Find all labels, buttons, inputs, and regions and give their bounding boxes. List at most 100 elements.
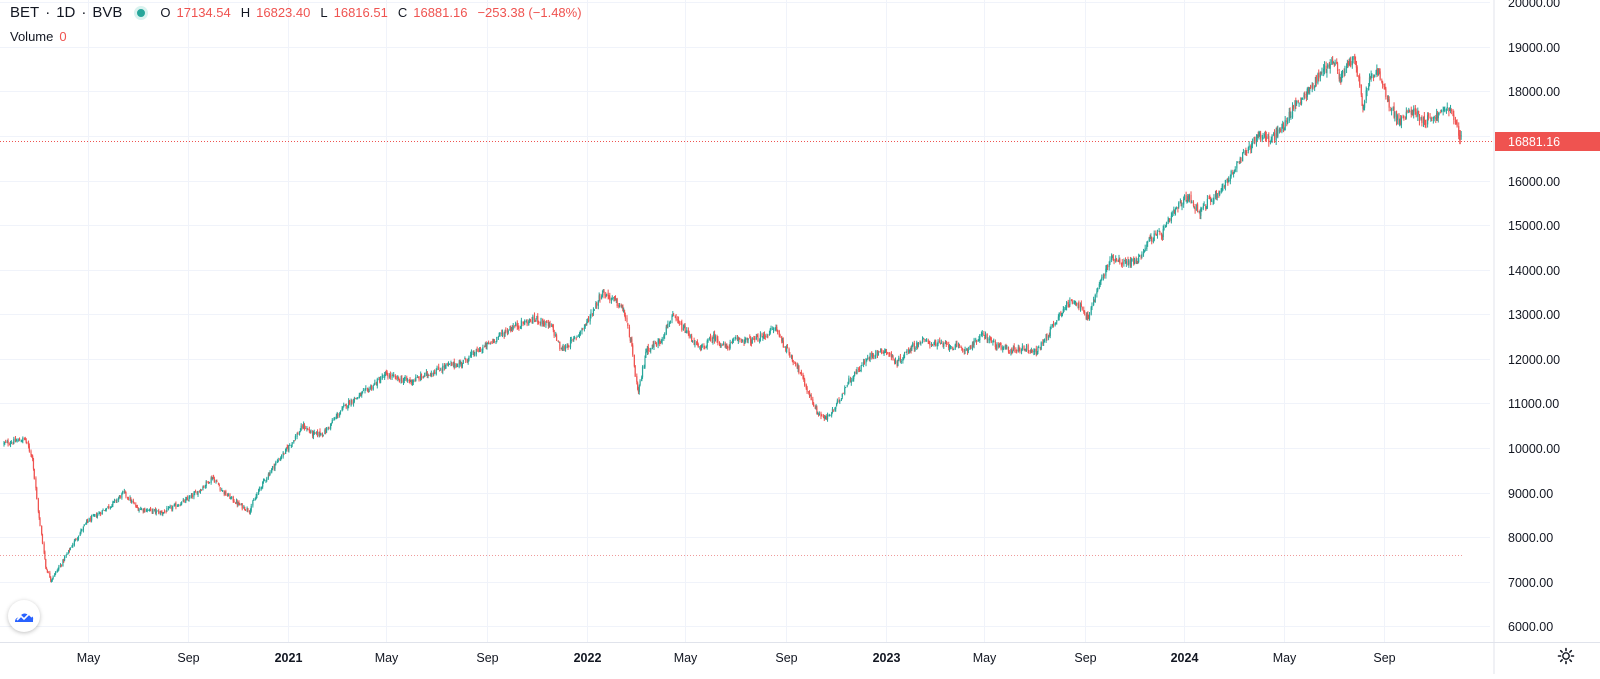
candle-body — [509, 328, 511, 331]
candle-body — [1233, 170, 1236, 173]
candle-body — [125, 491, 127, 497]
candle-body — [535, 318, 537, 320]
candle-body — [1033, 351, 1035, 353]
candle-body — [545, 321, 547, 326]
candle-body — [641, 377, 643, 382]
candle-body — [651, 344, 653, 349]
candle-body — [850, 380, 852, 383]
candle-body — [1165, 222, 1168, 226]
candle-body — [741, 339, 744, 341]
candle-body — [998, 343, 1000, 348]
open-label: O — [160, 5, 171, 20]
candle-body — [122, 491, 124, 494]
candle-body — [110, 506, 112, 508]
candle-body — [1075, 301, 1077, 303]
candle-body — [1128, 259, 1130, 265]
candle-body — [764, 336, 766, 337]
candle-body — [960, 346, 962, 348]
candle-body — [1396, 115, 1398, 121]
candle-body — [345, 403, 347, 408]
candle-body — [1334, 61, 1336, 66]
candle-body — [320, 432, 322, 436]
interval[interactable]: 1D — [56, 4, 76, 21]
candle-body — [1004, 346, 1006, 348]
candle-body — [551, 325, 553, 327]
candle-body — [720, 344, 722, 347]
candle-body — [488, 342, 490, 344]
symbol-name[interactable]: BET — [10, 4, 40, 21]
candle-body — [788, 348, 790, 354]
candle-body — [1449, 109, 1452, 111]
candle-body — [743, 340, 745, 344]
candle-body — [498, 332, 500, 336]
candle-body — [262, 481, 264, 487]
candle-body — [199, 490, 201, 492]
candle-body — [487, 343, 489, 345]
candle-body — [696, 341, 698, 345]
candle-body — [1320, 73, 1322, 75]
candle-body — [1371, 74, 1373, 77]
candle-body — [1326, 69, 1328, 73]
candle-body — [1101, 277, 1103, 280]
candle-body — [26, 441, 28, 443]
time-axis[interactable]: May Sep 2021 May Sep 2022 May Sep 2023 May Sep 2024… — [77, 651, 1396, 665]
candle-body — [247, 508, 249, 512]
candle-body — [778, 331, 780, 336]
candle-body — [479, 348, 481, 352]
candle-body — [1156, 234, 1158, 236]
candle-body — [902, 358, 904, 361]
time-tick-label: May — [375, 651, 399, 665]
candle-body — [1327, 64, 1329, 69]
candle-body — [343, 405, 345, 407]
candle-body — [342, 406, 344, 409]
candle-body — [93, 515, 95, 517]
candle-body — [325, 430, 327, 433]
candle-body — [1251, 142, 1254, 145]
tradingview-logo-icon[interactable] — [8, 600, 40, 632]
candle-body — [525, 320, 527, 322]
candle-body — [1133, 258, 1135, 264]
candle-body — [984, 334, 987, 339]
candle-body — [971, 343, 974, 350]
candle-body — [995, 347, 997, 349]
price-tick-label: 10000.00 — [1508, 442, 1560, 456]
candle-body — [560, 347, 563, 350]
market-status-icon[interactable] — [134, 5, 149, 20]
candle-body — [1118, 258, 1120, 262]
candle-body — [1027, 344, 1029, 350]
candle-body — [436, 367, 438, 371]
candle-body — [1125, 261, 1127, 264]
candle-body — [286, 446, 288, 448]
candle-body — [253, 499, 255, 501]
candle-body — [1150, 236, 1152, 239]
price-axis[interactable]: 6000.00 7000.00 8000.00 9000.00 10000.00 1100… — [1508, 0, 1560, 634]
candle-body — [874, 355, 876, 358]
candle-body — [256, 493, 258, 496]
candle-body — [1245, 151, 1247, 153]
candle-body — [479, 349, 482, 352]
candle-body — [523, 323, 525, 325]
gear-icon[interactable] — [1556, 646, 1576, 666]
candle-body — [466, 360, 468, 362]
candle-body — [927, 341, 929, 343]
candle-body — [878, 351, 880, 353]
candle-body — [484, 343, 486, 347]
candle-body — [167, 507, 170, 509]
candle-body — [465, 358, 467, 361]
candle-body — [1102, 274, 1105, 279]
candle-body — [131, 501, 133, 503]
candle-body — [1093, 299, 1095, 306]
candle-body — [768, 334, 771, 336]
time-tick-label: May — [77, 651, 101, 665]
candle-body — [1273, 133, 1275, 136]
candle-body — [1079, 304, 1082, 309]
candle-body — [740, 340, 743, 341]
candle-body — [254, 498, 256, 501]
candle-body — [1450, 110, 1452, 111]
candle-body — [1147, 242, 1149, 244]
candle-body — [56, 570, 58, 572]
symbol-legend: BET · 1D · BVB O 17134.54 H 16823.40 L 1681… — [10, 4, 582, 21]
candle-body — [983, 333, 985, 336]
